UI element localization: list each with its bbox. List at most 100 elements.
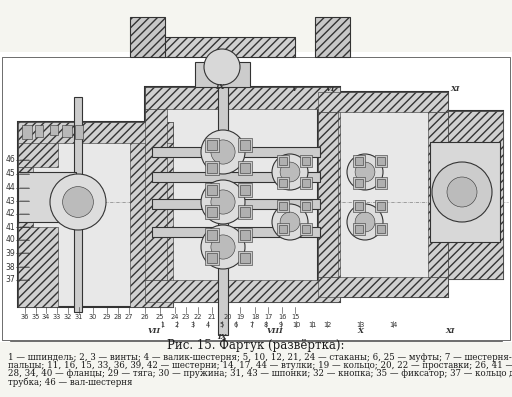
Bar [62, 125, 72, 137]
Bar [377, 225, 385, 233]
Bar [300, 177, 312, 189]
Bar [238, 251, 252, 265]
Text: 1: 1 [160, 322, 164, 328]
Text: 23: 23 [182, 314, 190, 320]
Text: 8: 8 [264, 322, 268, 328]
Bar [240, 253, 250, 263]
Bar [218, 87, 228, 335]
Circle shape [201, 130, 245, 174]
Bar [18, 122, 58, 167]
Text: 35: 35 [32, 314, 40, 320]
Bar [279, 157, 287, 165]
Bar [240, 230, 250, 240]
Bar [277, 155, 289, 167]
Bar [277, 200, 289, 212]
Text: V: V [292, 85, 298, 93]
Bar [205, 183, 219, 197]
Text: 42: 42 [5, 210, 15, 218]
Bar [50, 125, 58, 135]
Text: трубка; 46 — вал-шестерня: трубка; 46 — вал-шестерня [8, 378, 133, 387]
Text: VIII: VIII [267, 327, 283, 335]
Bar [238, 183, 252, 197]
Bar [205, 205, 219, 219]
Circle shape [355, 162, 375, 182]
Bar [205, 161, 219, 175]
Bar [318, 109, 340, 280]
Bar [195, 62, 250, 87]
Text: 41: 41 [5, 222, 15, 231]
Text: 16: 16 [278, 314, 286, 320]
Bar [318, 92, 448, 297]
Bar [302, 179, 310, 187]
Text: 19: 19 [236, 314, 244, 320]
Text: 32: 32 [64, 314, 72, 320]
Circle shape [204, 49, 240, 85]
Bar [448, 111, 503, 279]
Bar [145, 109, 167, 280]
Circle shape [211, 235, 235, 259]
Bar [18, 167, 33, 227]
Bar [430, 142, 500, 242]
Text: XI: XI [445, 327, 455, 335]
Text: 4: 4 [206, 322, 210, 328]
Bar [353, 223, 365, 235]
Bar [428, 112, 448, 277]
Bar [375, 155, 387, 167]
Bar [375, 177, 387, 189]
Text: 15: 15 [291, 314, 299, 320]
Bar [240, 185, 250, 195]
Circle shape [272, 204, 308, 240]
Bar [238, 205, 252, 219]
Text: X: X [357, 327, 363, 335]
Bar [279, 202, 287, 210]
Bar [300, 200, 312, 212]
Circle shape [280, 212, 300, 232]
Bar [0, 52, 512, 342]
Text: 38: 38 [5, 262, 15, 272]
Bar [207, 253, 217, 263]
Bar [300, 223, 312, 235]
Text: IX: IX [217, 333, 227, 341]
Text: 26: 26 [141, 314, 150, 320]
Text: 5: 5 [220, 322, 224, 328]
Text: 40: 40 [5, 235, 15, 245]
Text: IX: IX [215, 83, 225, 91]
Text: 34: 34 [42, 314, 50, 320]
Circle shape [347, 204, 383, 240]
Bar [377, 157, 385, 165]
Bar [18, 227, 58, 307]
Bar [315, 17, 350, 57]
Bar [152, 147, 320, 157]
Text: 12: 12 [323, 322, 331, 328]
Bar [279, 179, 287, 187]
Bar [353, 177, 365, 189]
Text: 28, 34, 40 — фланцы; 29 — тяга; 30 — пружина; 31, 43 — шпонки; 32 — кнопка; 35 —: 28, 34, 40 — фланцы; 29 — тяга; 30 — пру… [8, 370, 512, 378]
Bar [277, 223, 289, 235]
Text: 14: 14 [389, 322, 397, 328]
Text: 10: 10 [292, 322, 300, 328]
Bar [130, 17, 165, 57]
Text: 18: 18 [251, 314, 259, 320]
Bar [207, 163, 217, 173]
Circle shape [50, 174, 106, 230]
Text: 9: 9 [279, 322, 283, 328]
Bar [355, 157, 363, 165]
Bar [145, 87, 340, 302]
Text: 39: 39 [5, 249, 15, 258]
Bar [152, 172, 320, 182]
FancyBboxPatch shape [18, 122, 173, 307]
Bar [2, 57, 510, 340]
Text: VI: VI [325, 85, 335, 93]
Text: 30: 30 [89, 314, 97, 320]
Circle shape [211, 140, 235, 164]
Text: 37: 37 [5, 276, 15, 285]
Bar [277, 177, 289, 189]
Bar [355, 202, 363, 210]
Bar [353, 155, 365, 167]
Bar [205, 228, 219, 242]
Bar [318, 112, 338, 277]
Text: 33: 33 [53, 314, 61, 320]
Bar [207, 140, 217, 150]
Bar [355, 225, 363, 233]
Bar [302, 157, 310, 165]
